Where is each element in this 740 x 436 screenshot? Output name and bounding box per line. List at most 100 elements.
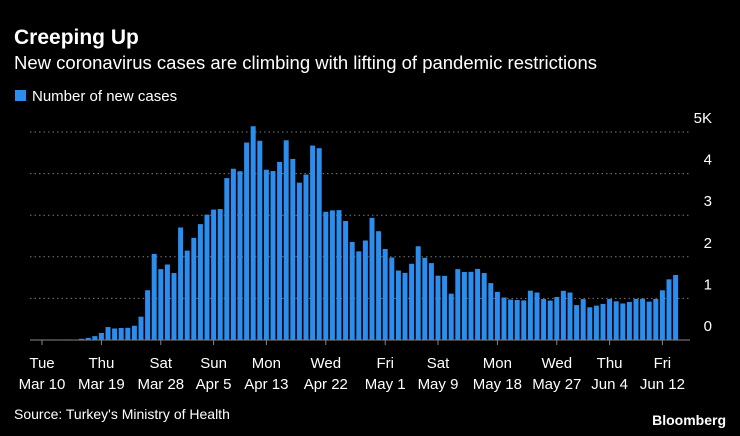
bar [98,333,104,340]
bar [138,316,144,340]
bar [230,168,236,340]
bar [415,246,421,340]
bar [118,327,124,340]
bar [547,300,553,340]
brand: Bloomberg [652,412,726,428]
chart-subtitle: New coronavirus cases are climbing with … [14,52,597,73]
bar [402,272,408,340]
bar [112,328,118,340]
bar [514,300,520,340]
bar [580,299,586,340]
bar [125,327,131,340]
bar [593,305,599,340]
bar [600,303,606,340]
x-tick-label: May 1 [365,376,406,393]
bar [574,305,580,340]
x-tick-label: Wed [542,355,573,372]
bar [541,298,547,340]
bar [263,169,269,340]
y-tick-label: 2 [704,235,712,252]
bar [362,240,368,340]
bar [303,174,309,340]
bar [567,292,573,340]
x-tick-label: May 9 [418,376,459,393]
x-tick-label: Fri [376,355,394,372]
bar [164,264,170,340]
bar [468,271,474,340]
x-tick-label: Sun [200,355,227,372]
bar [316,148,322,340]
bar [217,209,223,340]
bar [211,209,217,340]
y-tick-label: 3 [704,193,712,210]
x-tick-label: Mar 19 [78,376,125,393]
bar [382,248,388,340]
bar [151,253,157,340]
bar [290,158,296,340]
bar [488,283,494,340]
bar [428,263,434,340]
y-tick-label: 0 [704,318,712,335]
bar [191,237,197,340]
bar [659,290,665,340]
bar [666,279,672,340]
bar [145,290,151,340]
bar [395,270,401,340]
bar [369,217,375,340]
x-tick-label: Mon [252,355,281,372]
bar [607,298,613,340]
bar [270,171,276,340]
bar [646,301,652,340]
x-tick-label: Thu [597,355,623,372]
bar [224,178,230,340]
x-tick-label: Tue [29,355,54,372]
bar [455,269,461,340]
bar [422,257,428,340]
bar [257,140,263,340]
bar [204,214,210,340]
x-tick-label: Wed [311,355,342,372]
bar [620,303,626,340]
bar [475,268,481,340]
x-tick-label: Jun 4 [591,376,628,393]
bar [508,299,514,340]
bar [85,337,91,340]
bar [560,290,566,340]
bar [435,275,441,340]
x-tick-label: Jun 12 [640,376,685,393]
bar [336,210,342,340]
bar [626,301,632,340]
x-tick-label: Mon [483,355,512,372]
legend-label: Number of new cases [32,88,177,105]
bar [587,307,593,340]
bar [461,271,467,340]
bar [250,126,256,340]
bar [184,250,190,340]
x-tick-label: May 27 [532,376,581,393]
x-tick-label: Sat [150,355,173,372]
bar [158,269,164,340]
bar [171,273,177,340]
bar [653,298,659,340]
bar [534,292,540,340]
bar [409,263,415,340]
bar [244,142,250,340]
bar [105,327,111,340]
x-tick-label: Mar 10 [19,376,66,393]
bar [673,275,679,340]
bar [527,290,533,340]
bar [640,298,646,340]
bar [613,301,619,340]
bar [494,291,500,340]
chart-title: Creeping Up [14,26,139,49]
bar [237,171,243,340]
bar [356,251,362,340]
bar [197,224,203,340]
bar [178,227,184,340]
bar [283,140,289,340]
source: Source: Turkey's Ministry of Health [14,406,230,422]
bar [79,338,85,340]
bar [329,210,335,340]
x-tick-label: Sat [427,355,450,372]
